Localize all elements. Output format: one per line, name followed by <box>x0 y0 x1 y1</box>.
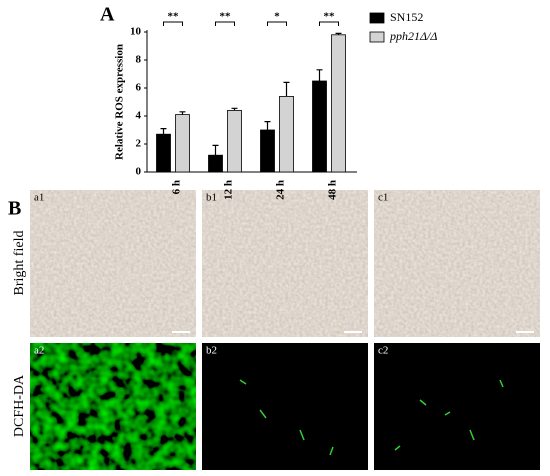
y-tick-label: 8 <box>136 54 142 66</box>
y-tick-label: 4 <box>136 110 142 122</box>
significance-label: ** <box>324 11 336 23</box>
image-label: c2 <box>378 345 388 357</box>
image <box>30 343 196 470</box>
legend-label: pph21Δ/Δ <box>389 29 437 43</box>
legend-swatch <box>369 12 385 24</box>
bar <box>331 34 346 173</box>
error-bar <box>231 107 238 111</box>
error-bar <box>316 69 323 81</box>
significance-label: * <box>274 11 280 23</box>
significance-bracket <box>267 21 287 26</box>
y-tick-label: 2 <box>136 138 142 150</box>
image <box>374 343 540 470</box>
y-tick-label: 10 <box>130 26 142 38</box>
bar <box>312 80 327 173</box>
image-label: c1 <box>378 192 388 204</box>
bar <box>156 133 171 173</box>
cells <box>239 379 504 456</box>
significance-bracket <box>163 21 183 26</box>
legend-label: SN152 <box>390 10 423 24</box>
x-tick-label: 48 h <box>327 180 339 200</box>
bar <box>208 154 223 173</box>
error-bar <box>283 81 290 97</box>
significance-bracket <box>319 21 339 26</box>
bar <box>175 114 190 173</box>
row-label: Bright field <box>12 231 27 296</box>
panel-label: B <box>8 198 21 220</box>
error-bar <box>179 111 186 115</box>
error-bar <box>335 32 342 35</box>
x-tick-label: 6 h <box>171 180 183 194</box>
y-axis-label: Relative ROS expression <box>114 44 126 160</box>
error-bar <box>160 128 167 135</box>
image <box>202 190 368 337</box>
panel-label: A <box>100 4 115 26</box>
y-tick-label: 6 <box>136 82 142 94</box>
bar <box>227 110 242 173</box>
image <box>30 190 196 337</box>
image-label: a2 <box>34 345 44 357</box>
image-label: a1 <box>34 192 44 204</box>
x-tick-label: 24 h <box>275 180 287 200</box>
image-label: b1 <box>206 192 217 204</box>
y-tick-label: 0 <box>136 166 142 178</box>
image <box>374 190 540 337</box>
significance-bracket <box>215 21 235 26</box>
significance-label: ** <box>168 11 180 23</box>
error-bar <box>212 144 219 156</box>
bar <box>279 96 294 173</box>
significance-label: ** <box>220 11 232 23</box>
image <box>202 343 368 470</box>
bar <box>260 129 275 173</box>
x-tick-label: 12 h <box>223 180 235 200</box>
row-label: DCFH-DA <box>12 374 27 437</box>
error-bar <box>264 121 271 130</box>
image-label: b2 <box>206 345 217 357</box>
legend-swatch <box>369 31 385 43</box>
